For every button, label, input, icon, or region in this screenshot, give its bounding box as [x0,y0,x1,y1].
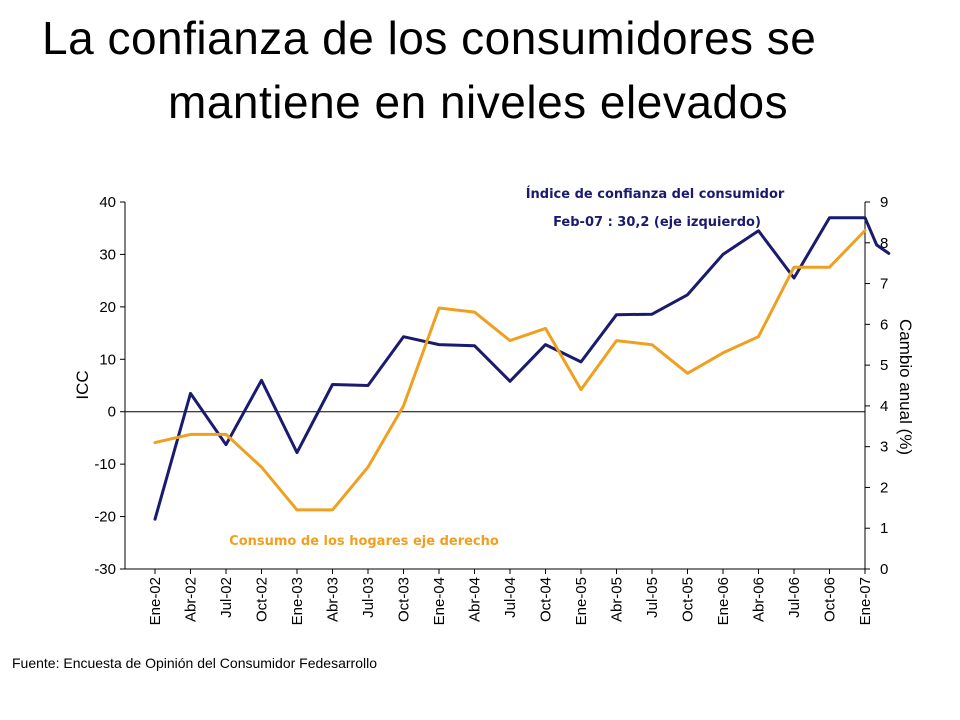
left-tick-label: 20 [99,299,116,316]
title-line-2: mantiene en niveles elevados [168,76,789,128]
x-tick-label: Ene-03 [289,577,306,625]
x-tick-label: Abr-06 [751,577,768,622]
left-tick-label: -10 [94,456,116,473]
right-tick-label: 8 [880,235,888,252]
x-tick-label: Ene-07 [857,577,874,625]
x-tick-label: Oct-06 [822,577,839,622]
right-tick-label: 1 [880,520,888,537]
x-tick-label: Ene-05 [573,577,590,625]
title-line-1: La confianza de los consumidores se [42,12,817,64]
icc-annotation-title: Índice de confianza del consumidor [526,186,785,202]
x-tick-label: Jul-02 [218,577,235,618]
right-tick-label: 2 [880,479,888,496]
x-tick-label: Abr-03 [325,577,342,622]
right-tick-label: 9 [880,194,888,211]
left-tick-label: 0 [108,404,116,421]
slide-title: La confianza de los consumidores se mant… [0,6,960,134]
right-tick-label: 6 [880,316,888,333]
left-tick-label: 30 [99,246,116,263]
right-tick-label: 5 [880,357,888,374]
x-tick-label: Abr-02 [183,577,200,622]
right-tick-label: 7 [880,276,888,293]
right-tick-label: 4 [880,398,888,415]
left-axis-title: ICC [73,370,92,399]
right-tick-label: 3 [880,439,888,456]
consumo-annotation: Consumo de los hogares eje derecho [229,534,499,549]
icc-annotation-value: Feb-07 : 30,2 (eje izquierdo) [553,215,761,230]
x-tick-label: Jul-03 [360,577,377,618]
x-tick-label: Abr-05 [609,577,626,622]
x-tick-label: Oct-03 [396,577,413,622]
x-tick-label: Ene-02 [147,577,164,625]
left-tick-label: -20 [94,509,116,526]
x-tick-label: Oct-04 [538,577,555,622]
left-tick-label: 10 [99,351,116,368]
x-tick-label: Jul-05 [644,577,661,618]
right-axis-title: Cambio anual (%) [896,319,915,455]
left-tick-label: -30 [94,561,116,578]
consumo-series-line [153,229,867,512]
source-note: Fuente: Encuesta de Opinión del Consumid… [12,655,377,671]
x-tick-label: Ene-04 [431,577,448,625]
x-tick-label: Oct-02 [254,577,271,622]
x-tick-label: Jul-06 [786,577,803,618]
x-tick-label: Oct-05 [680,577,697,622]
x-tick-label: Ene-06 [715,577,732,625]
right-tick-label: 0 [880,561,888,578]
x-tick-label: Jul-04 [502,577,519,618]
x-tick-label: Abr-04 [467,577,484,622]
left-tick-label: 40 [99,194,116,211]
icc-series-line [153,216,891,521]
